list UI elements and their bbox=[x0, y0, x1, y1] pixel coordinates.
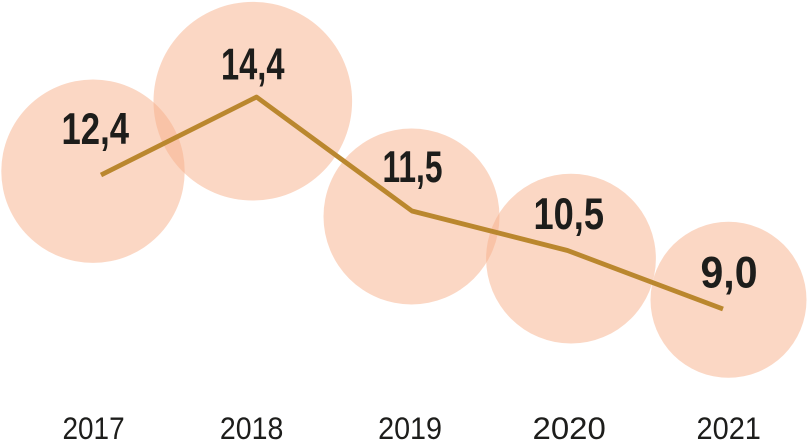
svg-text:11,5: 11,5 bbox=[383, 143, 443, 192]
svg-text:14,4: 14,4 bbox=[221, 41, 285, 90]
svg-text:2020: 2020 bbox=[533, 410, 606, 441]
svg-text:2018: 2018 bbox=[220, 410, 283, 441]
svg-text:2019: 2019 bbox=[378, 410, 442, 441]
svg-text:2021: 2021 bbox=[697, 410, 761, 441]
svg-text:10,5: 10,5 bbox=[534, 190, 605, 239]
svg-text:9,0: 9,0 bbox=[701, 249, 758, 298]
svg-text:12,4: 12,4 bbox=[62, 105, 130, 154]
svg-text:2017: 2017 bbox=[63, 410, 125, 441]
